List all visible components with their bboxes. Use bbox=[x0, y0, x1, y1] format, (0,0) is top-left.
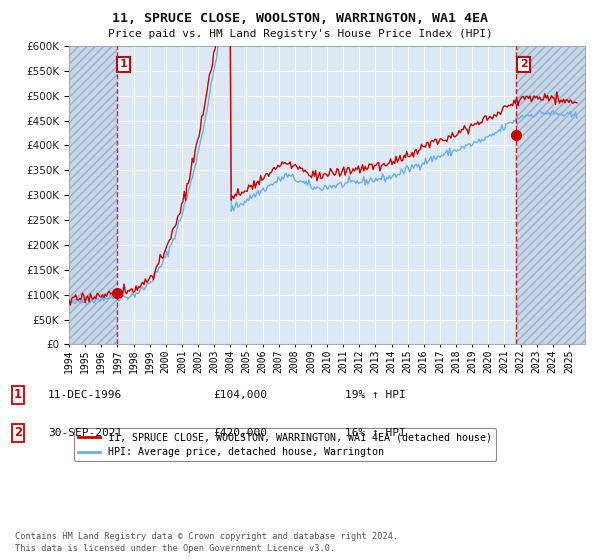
Text: Contains HM Land Registry data © Crown copyright and database right 2024.
This d: Contains HM Land Registry data © Crown c… bbox=[15, 533, 398, 553]
Bar bbox=[69, 46, 116, 344]
Text: Price paid vs. HM Land Registry's House Price Index (HPI): Price paid vs. HM Land Registry's House … bbox=[107, 29, 493, 39]
Text: 1: 1 bbox=[14, 388, 22, 402]
Text: 11, SPRUCE CLOSE, WOOLSTON, WARRINGTON, WA1 4EA: 11, SPRUCE CLOSE, WOOLSTON, WARRINGTON, … bbox=[112, 12, 488, 25]
Text: 19% ↑ HPI: 19% ↑ HPI bbox=[345, 390, 406, 400]
Text: £420,000: £420,000 bbox=[213, 428, 267, 438]
Text: 1: 1 bbox=[120, 59, 128, 69]
Legend: 11, SPRUCE CLOSE, WOOLSTON, WARRINGTON, WA1 4EA (detached house), HPI: Average p: 11, SPRUCE CLOSE, WOOLSTON, WARRINGTON, … bbox=[74, 428, 496, 461]
Text: 2: 2 bbox=[520, 59, 527, 69]
Bar bbox=[517, 46, 585, 344]
Text: 11-DEC-1996: 11-DEC-1996 bbox=[48, 390, 122, 400]
Text: 2: 2 bbox=[14, 426, 22, 440]
Text: 30-SEP-2021: 30-SEP-2021 bbox=[48, 428, 122, 438]
Text: £104,000: £104,000 bbox=[213, 390, 267, 400]
Text: 16% ↑ HPI: 16% ↑ HPI bbox=[345, 428, 406, 438]
